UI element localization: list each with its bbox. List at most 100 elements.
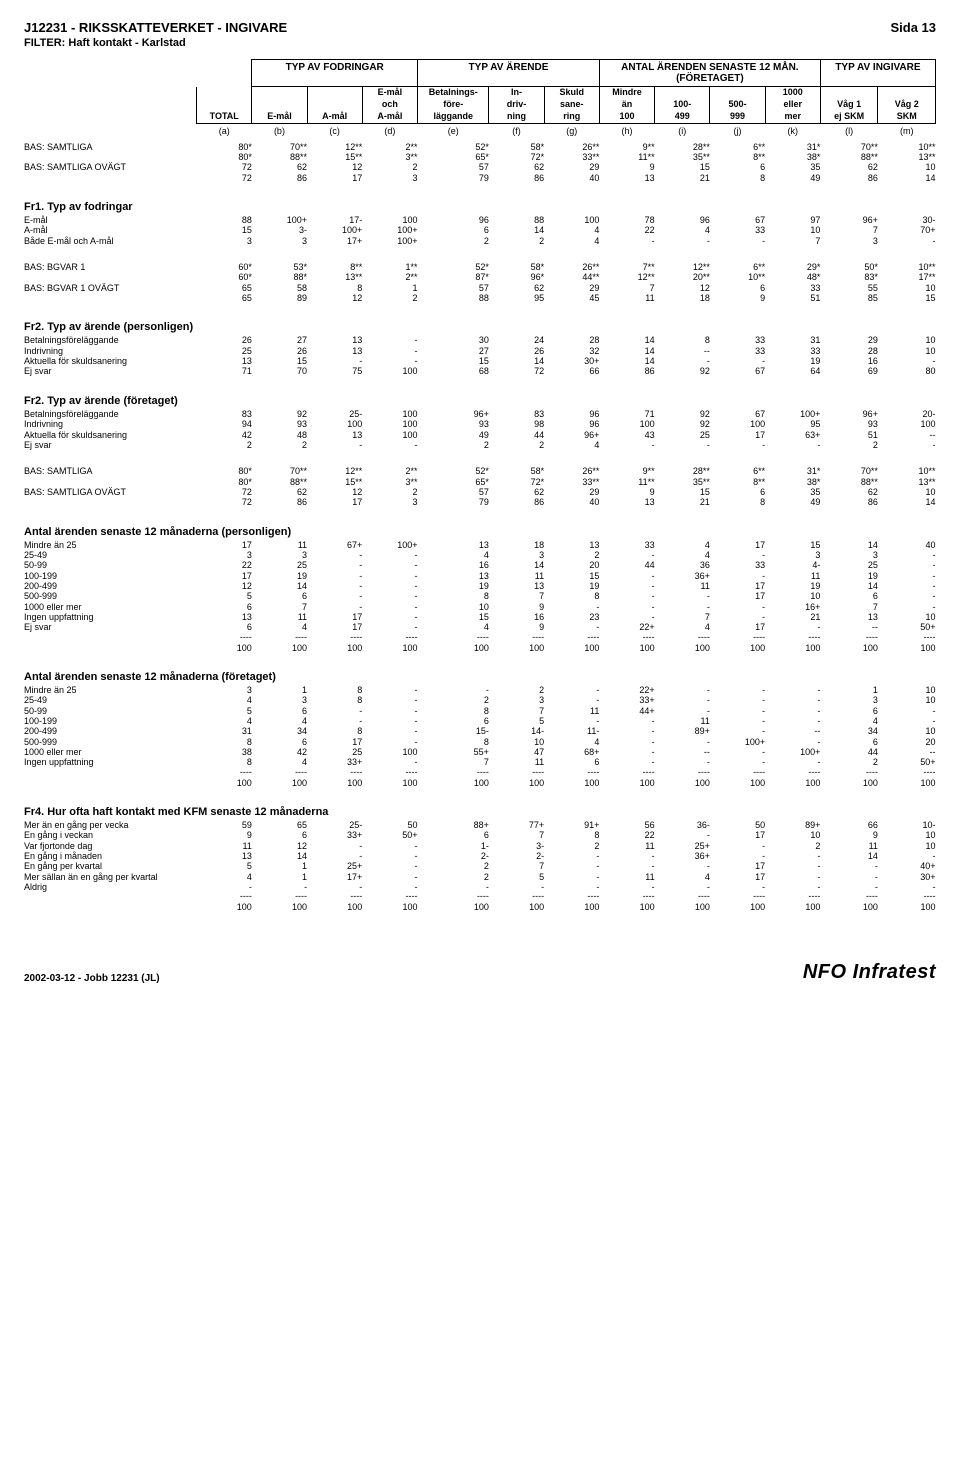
cell: 2** <box>362 466 417 476</box>
cell: 65 <box>252 820 307 830</box>
cell: - <box>362 346 417 356</box>
col-hdr-11: ej SKM <box>820 111 878 123</box>
cell: 13 <box>489 581 544 591</box>
table-row: Både E-mål och A-mål3317+100+224---73- <box>24 236 936 246</box>
cell: 8 <box>307 695 362 705</box>
cell: 13 <box>307 335 362 345</box>
col-hdr-7: 100 <box>599 111 654 123</box>
cell: 83 <box>197 409 252 419</box>
cell: 6 <box>710 162 765 172</box>
cell: - <box>710 440 765 450</box>
cell: 70** <box>820 466 878 476</box>
cell: 53* <box>252 262 307 272</box>
cell: 27 <box>418 346 489 356</box>
cell: 35 <box>765 162 820 172</box>
table-row: 728617379864013218498614 <box>24 497 936 507</box>
cell: 2 <box>489 236 544 246</box>
row-label <box>24 643 197 653</box>
col-letter-8: (i) <box>655 123 710 142</box>
cell: 7** <box>599 262 654 272</box>
cell: 65* <box>418 152 489 162</box>
cell: 100 <box>710 643 765 653</box>
cell: 96 <box>418 215 489 225</box>
cell: 30+ <box>544 356 599 366</box>
table-row: 100100100100100100100100100100100100100 <box>24 643 936 653</box>
cell: 3 <box>489 550 544 560</box>
cell: 52* <box>418 262 489 272</box>
row-label: Indrivning <box>24 346 197 356</box>
row-label: 200-499 <box>24 726 197 736</box>
cell: 66 <box>820 820 878 830</box>
cell: 19 <box>765 581 820 591</box>
cell: - <box>878 356 936 366</box>
cell: 100 <box>820 643 878 653</box>
section-heading-3: Fr2. Typ av ärende (personligen) <box>24 311 936 335</box>
cell: - <box>544 685 599 695</box>
table-row: 1000 eller mer38422510055+4768+----100+4… <box>24 747 936 757</box>
cell: - <box>362 716 417 726</box>
col-group-1: TYP AV ÄRENDE <box>418 60 600 87</box>
col-hdr-12: SKM <box>878 111 936 123</box>
cell: 14 <box>599 335 654 345</box>
table-row: A-mål153-100+100+61442243310770+ <box>24 225 936 235</box>
cell: 7 <box>820 602 878 612</box>
cell: 100 <box>362 419 417 429</box>
col-hdr-8: 100- <box>655 99 710 111</box>
col-letter-1: (b) <box>252 123 307 142</box>
cell: 95 <box>765 419 820 429</box>
cell: 80* <box>197 142 252 152</box>
cell: 100 <box>765 643 820 653</box>
cell: 15 <box>418 356 489 366</box>
table-row: BAS: BGVAR 160*53*8**1**52*58*26**7**12*… <box>24 262 936 272</box>
cell: 4 <box>544 737 599 747</box>
cell: 2 <box>362 293 417 303</box>
cell: 31 <box>197 726 252 736</box>
cell: ---- <box>655 633 710 643</box>
cell: - <box>362 861 417 871</box>
cell: - <box>362 685 417 695</box>
cell: 14 <box>820 581 878 591</box>
cell: 15** <box>307 477 362 487</box>
cell: 4- <box>765 560 820 570</box>
cell: 86 <box>489 497 544 507</box>
cell: - <box>599 861 654 871</box>
cell: 12** <box>655 262 710 272</box>
cell: 21 <box>655 497 710 507</box>
cell: 20** <box>655 272 710 282</box>
page-number: Sida 13 <box>890 20 936 35</box>
cell: 2- <box>489 851 544 861</box>
cell: 93 <box>820 419 878 429</box>
cell: 36+ <box>655 851 710 861</box>
cell: 3 <box>362 497 417 507</box>
cell: 8 <box>544 591 599 601</box>
cell: 100 <box>878 778 936 788</box>
cell: - <box>765 706 820 716</box>
cell: 100+ <box>362 236 417 246</box>
cell: 56 <box>599 820 654 830</box>
cell: 88** <box>820 152 878 162</box>
col-letter-2: (c) <box>307 123 362 142</box>
cell: 17 <box>307 497 362 507</box>
cell: 8 <box>544 830 599 840</box>
table-row: 1000 eller mer67--109----16+7- <box>24 602 936 612</box>
cell: 14 <box>252 851 307 861</box>
cell: 12 <box>307 487 362 497</box>
col-hdr-5: In- <box>489 87 544 99</box>
col-letter-7: (h) <box>599 123 654 142</box>
cell: 6 <box>418 716 489 726</box>
cell: 58* <box>489 466 544 476</box>
row-label: 200-499 <box>24 581 197 591</box>
cell: - <box>544 716 599 726</box>
cell: 89+ <box>655 726 710 736</box>
col-letter-9: (j) <box>710 123 765 142</box>
row-label: 100-199 <box>24 716 197 726</box>
cell: 40 <box>878 540 936 550</box>
cell: 3** <box>362 152 417 162</box>
cell: 33 <box>765 283 820 293</box>
cell: ---- <box>820 768 878 778</box>
cell: 100 <box>362 643 417 653</box>
cell: 13 <box>599 497 654 507</box>
col-hdr-12 <box>878 87 936 99</box>
cell: 26** <box>544 142 599 152</box>
col-hdr-9: 500- <box>710 99 765 111</box>
